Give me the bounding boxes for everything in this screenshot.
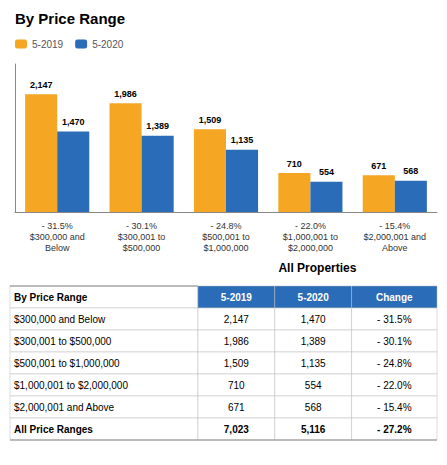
svg-text:5-2019: 5-2019 bbox=[32, 39, 64, 50]
svg-text:- 24.8%: - 24.8% bbox=[377, 358, 412, 369]
svg-text:All Properties: All Properties bbox=[278, 261, 356, 275]
svg-text:$300,001 to: $300,001 to bbox=[118, 232, 166, 242]
svg-text:$500,001 to: $500,001 to bbox=[202, 232, 250, 242]
svg-text:1,135: 1,135 bbox=[301, 358, 326, 369]
svg-text:- 15.4%: - 15.4% bbox=[379, 221, 410, 231]
svg-text:$2,000,001 and: $2,000,001 and bbox=[364, 232, 427, 242]
svg-text:$1,000,000: $1,000,000 bbox=[203, 243, 248, 253]
svg-text:Below: Below bbox=[45, 243, 70, 253]
svg-text:By Price Range: By Price Range bbox=[15, 10, 125, 27]
svg-text:1,389: 1,389 bbox=[301, 336, 326, 347]
svg-text:Above: Above bbox=[382, 243, 408, 253]
svg-text:1,509: 1,509 bbox=[199, 115, 222, 125]
svg-text:- 27.2%: - 27.2% bbox=[377, 424, 412, 435]
svg-text:5-2020: 5-2020 bbox=[298, 292, 330, 303]
svg-text:1,470: 1,470 bbox=[301, 314, 326, 325]
svg-text:$300,000 and: $300,000 and bbox=[30, 232, 85, 242]
svg-text:1,135: 1,135 bbox=[231, 135, 254, 145]
svg-text:$300,001 to $500,000: $300,001 to $500,000 bbox=[14, 336, 112, 347]
svg-text:- 30.1%: - 30.1% bbox=[377, 336, 412, 347]
svg-text:- 15.4%: - 15.4% bbox=[377, 402, 412, 413]
svg-text:By Price Range: By Price Range bbox=[14, 292, 88, 303]
svg-text:568: 568 bbox=[403, 166, 418, 176]
svg-text:554: 554 bbox=[319, 167, 334, 177]
svg-text:- 22.0%: - 22.0% bbox=[295, 221, 326, 231]
svg-text:2,147: 2,147 bbox=[30, 80, 53, 90]
svg-text:- 22.0%: - 22.0% bbox=[377, 380, 412, 391]
svg-text:710: 710 bbox=[287, 159, 302, 169]
svg-text:$1,000,001 to $2,000,000: $1,000,001 to $2,000,000 bbox=[14, 380, 128, 391]
svg-text:671: 671 bbox=[228, 402, 245, 413]
svg-text:- 24.8%: - 24.8% bbox=[210, 221, 241, 231]
svg-text:554: 554 bbox=[305, 380, 322, 391]
svg-text:5-2020: 5-2020 bbox=[92, 39, 124, 50]
svg-text:1,470: 1,470 bbox=[62, 117, 85, 127]
svg-text:7,023: 7,023 bbox=[224, 424, 249, 435]
svg-text:$1,000,001 to: $1,000,001 to bbox=[283, 232, 338, 242]
svg-text:1,389: 1,389 bbox=[146, 121, 169, 131]
svg-text:- 31.5%: - 31.5% bbox=[377, 314, 412, 325]
svg-text:$2,000,000: $2,000,000 bbox=[288, 243, 333, 253]
svg-text:$500,001 to $1,000,000: $500,001 to $1,000,000 bbox=[14, 358, 120, 369]
svg-text:1,986: 1,986 bbox=[224, 336, 249, 347]
svg-text:- 30.1%: - 30.1% bbox=[126, 221, 157, 231]
svg-text:5,116: 5,116 bbox=[301, 424, 326, 435]
svg-text:671: 671 bbox=[371, 161, 386, 171]
svg-text:1,509: 1,509 bbox=[224, 358, 249, 369]
svg-text:$2,000,001 and Above: $2,000,001 and Above bbox=[14, 402, 115, 413]
svg-text:710: 710 bbox=[228, 380, 245, 391]
svg-text:Change: Change bbox=[376, 292, 413, 303]
svg-text:$300,000 and Below: $300,000 and Below bbox=[14, 314, 106, 325]
svg-text:568: 568 bbox=[305, 402, 322, 413]
svg-text:5-2019: 5-2019 bbox=[221, 292, 253, 303]
svg-text:All Price Ranges: All Price Ranges bbox=[14, 424, 93, 435]
svg-text:- 31.5%: - 31.5% bbox=[42, 221, 73, 231]
svg-text:2,147: 2,147 bbox=[224, 314, 249, 325]
svg-text:$500,000: $500,000 bbox=[123, 243, 161, 253]
svg-text:1,986: 1,986 bbox=[114, 89, 137, 99]
